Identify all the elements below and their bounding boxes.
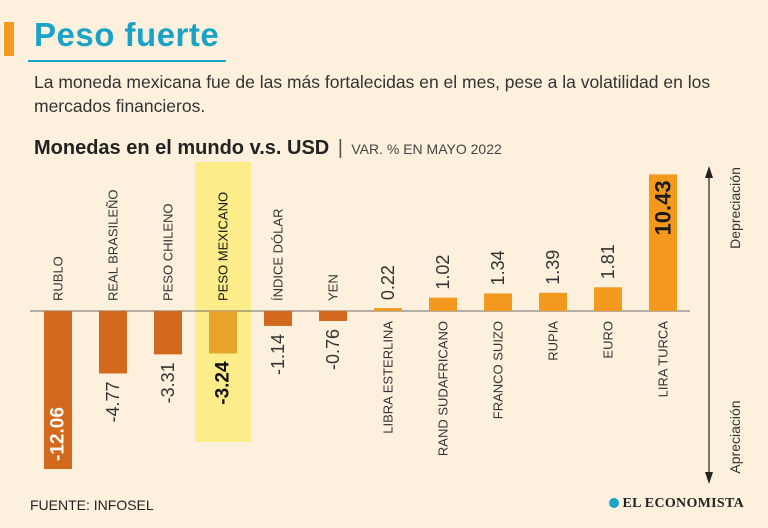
category-label: RAND SUDAFRICANO: [436, 321, 451, 456]
heading-separator: |: [337, 137, 343, 159]
bar-peso-chileno: [154, 311, 182, 355]
value-label: -4.77: [103, 381, 123, 422]
chart-subtitle: VAR. % EN MAYO 2022: [351, 141, 502, 157]
arrow-up-icon: [705, 166, 713, 178]
logo-text: EL ECONOMISTA: [622, 496, 744, 511]
highlight-band: [195, 162, 251, 442]
bar-real-brasileno: [99, 311, 127, 374]
bar-indice-dolar: [264, 311, 292, 326]
bar-lira-turca: [649, 174, 677, 311]
value-label: 0.22: [378, 265, 398, 300]
title-accent-bar: [4, 22, 14, 56]
value-label: 10.43: [651, 180, 676, 235]
value-label: 1.34: [488, 250, 508, 285]
value-label: 1.39: [543, 250, 563, 285]
page-subtitle: La moneda mexicana fue de las más fortal…: [34, 72, 711, 116]
category-label: PESO CHILENO: [161, 203, 176, 301]
category-label: LIBRA ESTERLINA: [381, 321, 396, 434]
title-underline: [28, 60, 226, 62]
category-label: FRANCO SUIZO: [491, 321, 506, 419]
bar-yen: [319, 311, 347, 321]
value-label: 1.81: [598, 244, 618, 279]
value-label: -3.31: [158, 362, 178, 403]
category-label: LIRA TURCA: [656, 321, 671, 398]
axis-label-depreciacion: Depreciación: [727, 167, 743, 249]
logo-dot-icon: [608, 498, 619, 508]
category-label: RUPIA: [546, 321, 561, 361]
category-label: EURO: [601, 321, 616, 359]
value-label: -3.24: [213, 361, 234, 405]
chart-title: Monedas en el mundo v.s. USD: [34, 137, 330, 159]
category-label: YEN: [326, 274, 341, 301]
bar-euro: [594, 287, 622, 311]
bar-peso-mexicano: [209, 311, 237, 354]
bar-franco-suizo: [484, 293, 512, 311]
source-note: FUENTE: INFOSEL: [30, 497, 154, 513]
page-title: Peso fuerte: [34, 16, 220, 53]
bar-rublo: [44, 311, 72, 469]
bar-rand-sudafricano: [429, 297, 457, 311]
arrow-down-icon: [705, 472, 713, 484]
category-label: ÍNDICE DÓLAR: [271, 209, 286, 301]
value-label: 1.02: [433, 255, 453, 290]
value-label: -12.06: [48, 407, 69, 461]
chart-heading: Monedas en el mundo v.s. USD | VAR. % EN…: [34, 137, 502, 160]
infographic-card: Peso fuerte La moneda mexicana fue de la…: [4, 4, 764, 524]
axis-label-apreciacion: Apreciación: [727, 400, 743, 473]
value-label: -0.76: [323, 329, 343, 370]
category-label: PESO MEXICANO: [216, 192, 231, 301]
bar-libra-esterlina: [374, 308, 402, 311]
publisher-logo: EL ECONOMISTA: [608, 496, 745, 512]
category-label: RUBLO: [51, 256, 66, 301]
category-label: REAL BRASILEÑO: [106, 189, 121, 301]
value-label: -1.14: [268, 334, 288, 375]
bar-rupia: [539, 292, 567, 311]
